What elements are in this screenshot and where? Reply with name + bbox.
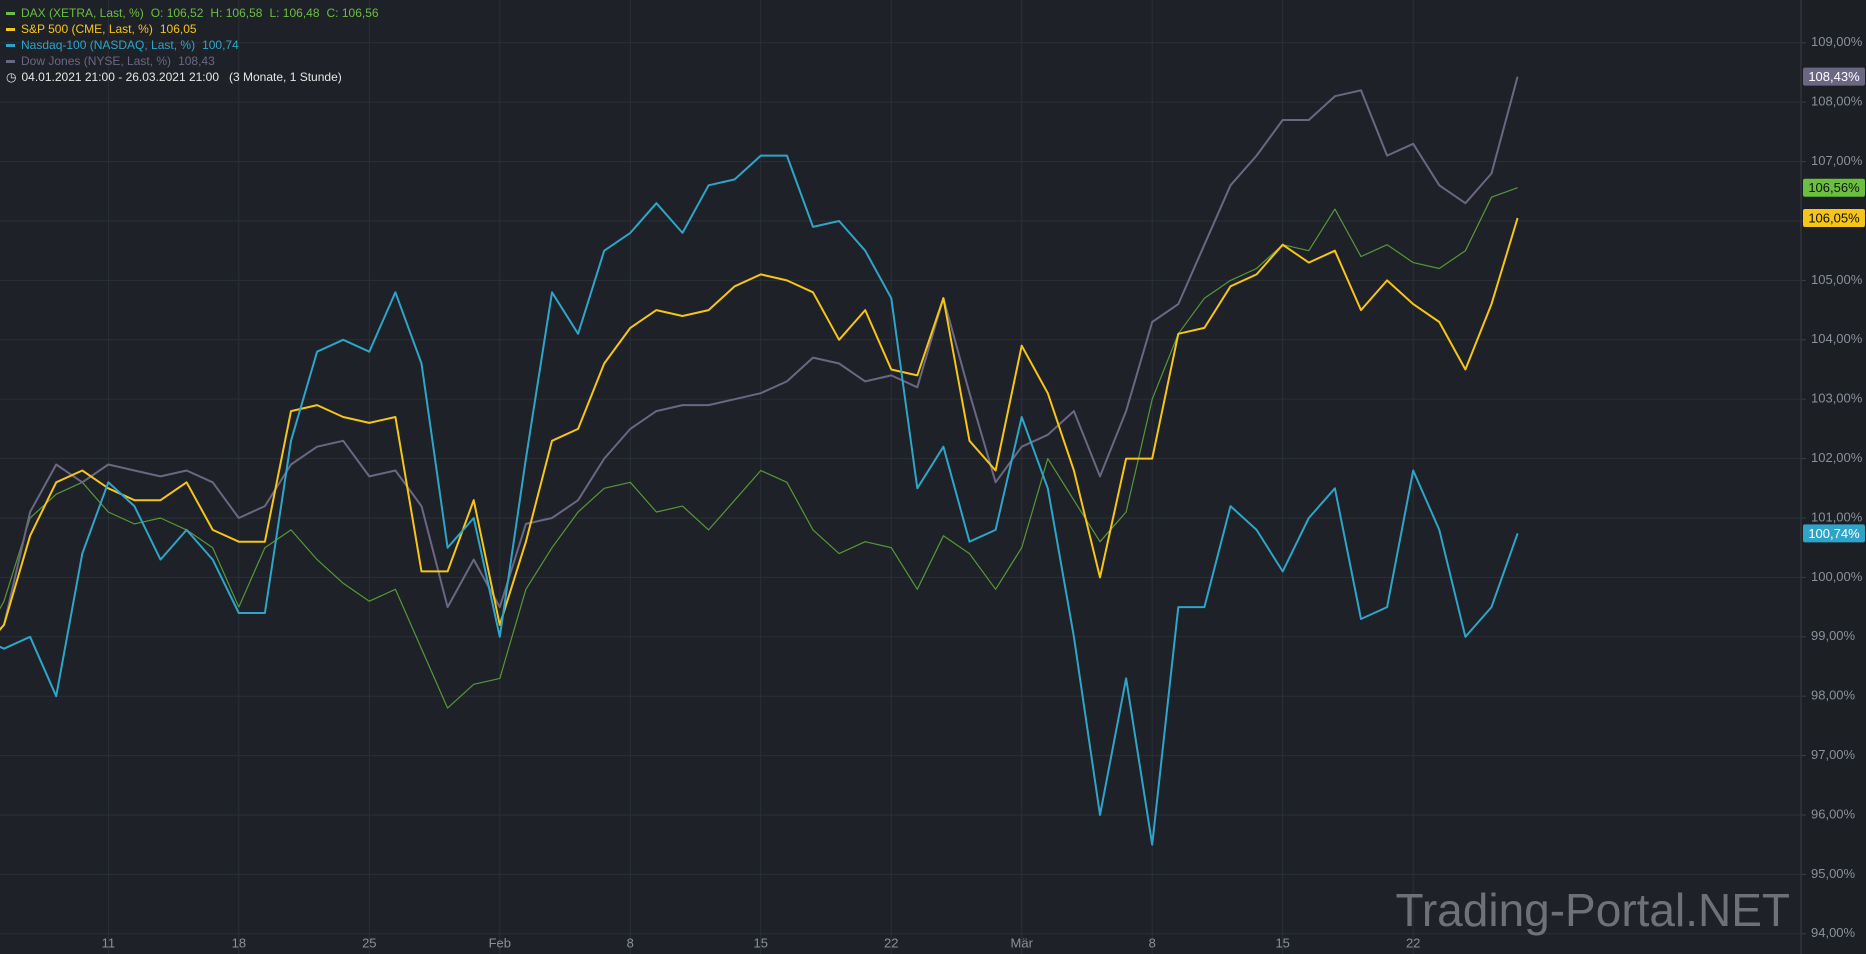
- x-tick-label: 15: [1275, 935, 1289, 950]
- clock-icon: ◷: [6, 70, 17, 84]
- legend-text: H: 106,58: [210, 6, 263, 20]
- legend-text: O: 106,52: [150, 6, 204, 20]
- axis-panel: [1801, 0, 1866, 954]
- x-tick-label: 11: [102, 935, 116, 950]
- plot: [0, 76, 1519, 846]
- y-tick-label: 94,00%: [1811, 925, 1856, 940]
- y-tick-label: 107,00%: [1811, 153, 1863, 168]
- legend-text: DAX (XETRA, Last, %): [21, 6, 144, 20]
- legend: DAX (XETRA, Last, %) O: 106,52 H: 106,58 L:…: [6, 5, 386, 85]
- x-tick-label: Mär: [1011, 935, 1034, 950]
- watermark: Trading-Portal.NET: [1395, 884, 1790, 936]
- y-tick-label: 102,00%: [1811, 450, 1863, 465]
- x-tick-label: 22: [884, 935, 898, 950]
- legend-text: Nasdaq-100 (NASDAQ, Last, %): [21, 38, 196, 52]
- legend-swatch: [6, 60, 15, 64]
- axes: 94,00% 95,00% 96,00% 97,00% 98,00% 99,00% 100,…: [102, 34, 1865, 950]
- y-tick-label: 98,00%: [1811, 688, 1856, 703]
- last-value-badge: [1803, 209, 1865, 228]
- x-tick-label: 8: [627, 935, 634, 950]
- last-value-label: 108,43%: [1808, 69, 1860, 84]
- last-value-badge: [1803, 67, 1865, 86]
- y-tick-label: 108,00%: [1811, 94, 1863, 109]
- last-value-badge: [1803, 178, 1865, 197]
- x-tick-label: Feb: [489, 935, 511, 950]
- y-tick-label: 105,00%: [1811, 272, 1863, 287]
- y-tick-label: 97,00%: [1811, 747, 1856, 762]
- series-line: [0, 217, 1519, 631]
- legend-text: C: 106,56: [326, 6, 379, 20]
- series-line: [0, 154, 1519, 846]
- range-row: ◷ 04.01.2021 21:00 - 26.03.2021 21:00 (3 M…: [6, 69, 386, 85]
- x-tick-label: 25: [362, 935, 376, 950]
- last-value-label: 106,56%: [1808, 180, 1860, 195]
- y-tick-label: 101,00%: [1811, 509, 1863, 524]
- last-value-label: 106,05%: [1808, 210, 1860, 225]
- legend-row: Dow Jones (NYSE, Last, %) 108,43: [6, 53, 386, 69]
- series-line: [0, 187, 1518, 709]
- range-note: (3 Monate, 1 Stunde): [229, 70, 342, 84]
- y-tick-label: 100,00%: [1811, 569, 1863, 584]
- legend-text: 108,43: [178, 54, 215, 68]
- legend-row: DAX (XETRA, Last, %) O: 106,52 H: 106,58 L:…: [6, 5, 386, 21]
- x-tick-label: 22: [1406, 935, 1420, 950]
- y-tick-label: 109,00%: [1811, 34, 1863, 49]
- legend-swatch: [6, 44, 15, 48]
- legend-swatch: [6, 28, 15, 32]
- legend-text: L: 106,48: [269, 6, 320, 20]
- legend-row: S&P 500 (CME, Last, %) 106,05: [6, 21, 386, 37]
- legend-text: 100,74: [202, 38, 239, 52]
- x-tick-label: 15: [754, 935, 768, 950]
- x-tick-label: 18: [232, 935, 246, 950]
- series-line: [0, 76, 1519, 631]
- range-text: 04.01.2021 21:00 - 26.03.2021 21:00: [21, 70, 219, 84]
- y-tick-label: 95,00%: [1811, 866, 1856, 881]
- grid: [0, 0, 1801, 954]
- y-tick-label: 103,00%: [1811, 391, 1863, 406]
- last-value-badge: [1803, 524, 1865, 543]
- y-tick-label: 96,00%: [1811, 806, 1856, 821]
- legend-row: Nasdaq-100 (NASDAQ, Last, %) 100,74: [6, 37, 386, 53]
- legend-text: 106,05: [159, 22, 197, 36]
- legend-text: Dow Jones (NYSE, Last, %): [21, 54, 172, 68]
- y-tick-label: 104,00%: [1811, 331, 1863, 346]
- y-tick-label: 99,00%: [1811, 628, 1856, 643]
- legend-swatch: [6, 12, 15, 16]
- legend-text: S&P 500 (CME, Last, %): [21, 22, 153, 36]
- last-value-label: 100,74%: [1808, 526, 1860, 541]
- x-tick-label: 8: [1149, 935, 1156, 950]
